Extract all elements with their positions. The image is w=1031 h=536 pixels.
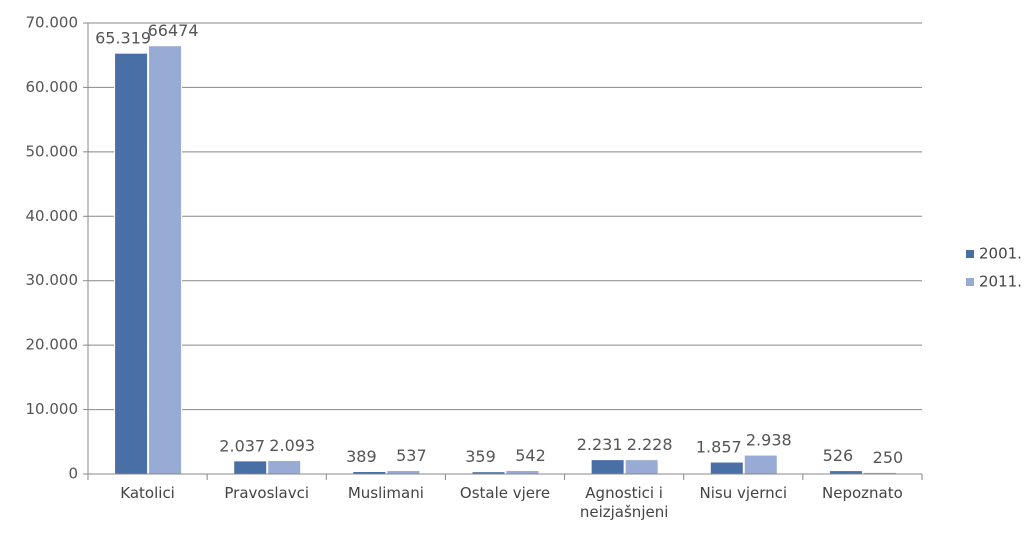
value-label: 526 <box>823 446 854 465</box>
bar <box>386 470 421 475</box>
value-label: 2.093 <box>269 436 315 455</box>
y-tick-label: 10.000 <box>26 400 79 418</box>
value-label: 537 <box>396 446 427 465</box>
legend-swatch <box>966 250 974 258</box>
y-tick-label: 30.000 <box>26 271 79 289</box>
y-tick-label: 60.000 <box>26 78 79 96</box>
x-tick-label: Pravoslavci <box>224 484 310 502</box>
value-label: 65.319 <box>95 29 151 48</box>
x-tick-label: Agnostici i neizjašnjeni <box>579 484 669 521</box>
value-label: 2.037 <box>219 436 265 455</box>
legend-label: 2001. <box>979 245 1022 263</box>
x-tick-label: Ostale vjere <box>459 484 551 502</box>
bar <box>709 461 744 475</box>
value-label: 542 <box>515 446 546 465</box>
bar <box>624 459 659 475</box>
bar <box>148 45 183 475</box>
bar <box>114 52 149 475</box>
value-label: 1.857 <box>696 438 742 457</box>
value-label: 359 <box>465 447 496 466</box>
y-tick-label: 70.000 <box>26 14 79 32</box>
value-label: 66474 <box>148 21 199 40</box>
bar <box>267 460 302 475</box>
x-tick-label: Katolici <box>120 484 175 502</box>
value-label: 250 <box>873 448 904 467</box>
legend-label: 2011. <box>979 273 1022 291</box>
bar <box>233 460 268 475</box>
bar <box>505 470 540 475</box>
value-label: 2.228 <box>627 435 673 454</box>
x-tick-label: Muslimani <box>347 484 424 502</box>
x-tick-label: Nepoznato <box>822 484 903 502</box>
y-tick-label: 40.000 <box>26 207 79 225</box>
value-label: 2.938 <box>746 431 792 450</box>
y-tick-label: 20.000 <box>26 336 79 354</box>
x-tick-label: Nisu vjernci <box>699 484 788 502</box>
bar <box>743 454 778 475</box>
bar <box>828 470 863 475</box>
y-tick-label: 0 <box>68 465 78 483</box>
y-tick-label: 50.000 <box>26 142 79 160</box>
legend-swatch <box>966 278 974 286</box>
value-label: 389 <box>346 447 377 466</box>
value-label: 2.231 <box>577 435 623 454</box>
bar <box>590 459 625 475</box>
